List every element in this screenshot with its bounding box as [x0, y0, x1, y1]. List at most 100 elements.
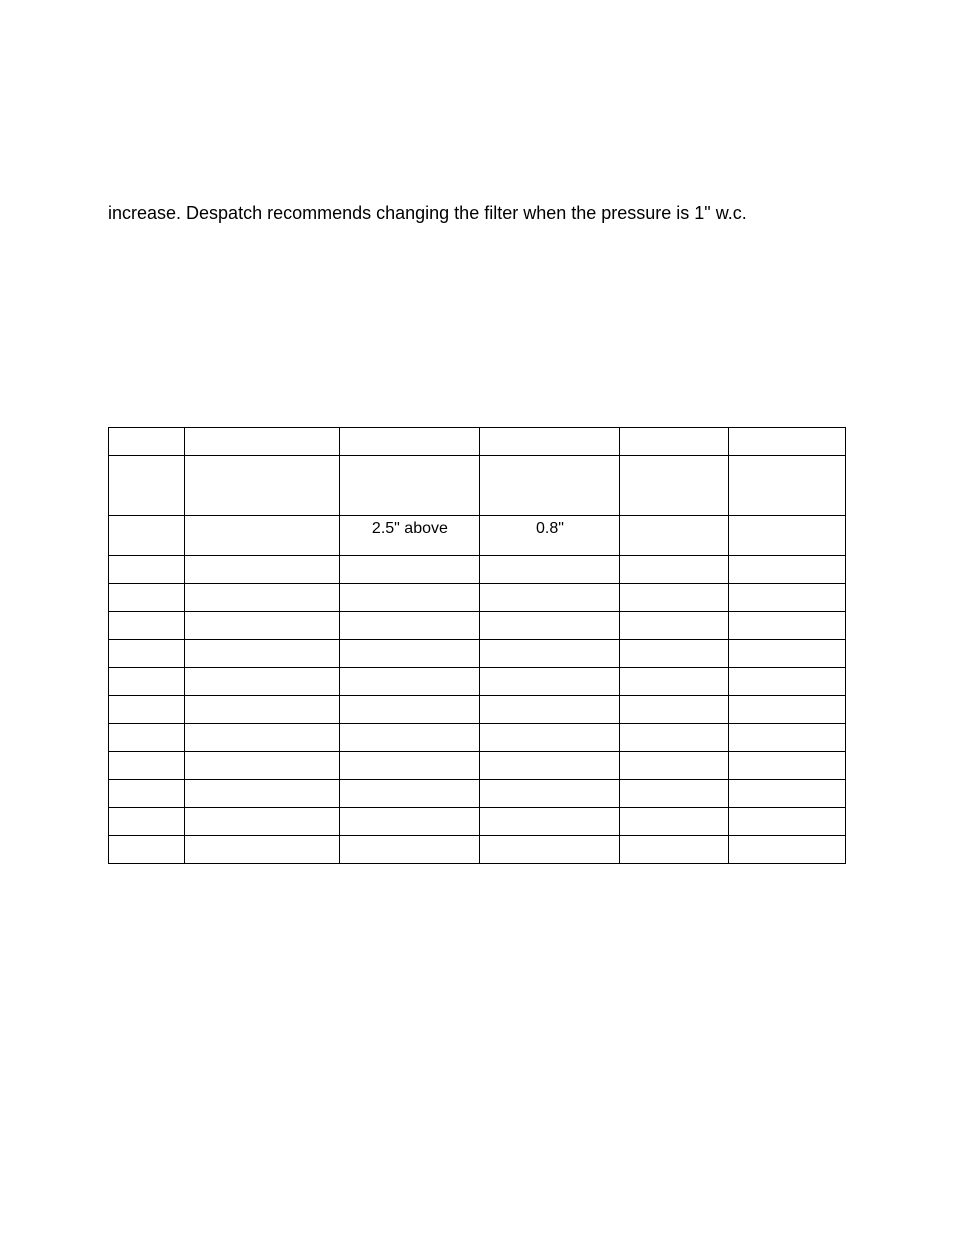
- filter-log-table: 2.5" above 0.8": [108, 427, 846, 864]
- table-cell: [109, 780, 185, 808]
- body-paragraph: increase. Despatch recommends changing t…: [108, 200, 846, 227]
- table-row: [109, 640, 846, 668]
- table-cell: [184, 516, 340, 556]
- table-header-row-2: [109, 456, 846, 516]
- table-row: [109, 836, 846, 864]
- table-row: [109, 668, 846, 696]
- table-header-cell: [109, 428, 185, 456]
- table-header-cell: [184, 428, 340, 456]
- table-cell: [184, 780, 340, 808]
- table-cell: [340, 556, 480, 584]
- table-cell: [620, 584, 728, 612]
- table-cell: [480, 668, 620, 696]
- table-header-cell: [620, 428, 728, 456]
- table-cell: [109, 752, 185, 780]
- table-row: [109, 752, 846, 780]
- table-cell: [620, 556, 728, 584]
- table-cell: [109, 612, 185, 640]
- table-header-cell: [728, 456, 845, 516]
- table-cell: [340, 612, 480, 640]
- table-cell: [340, 696, 480, 724]
- table-cell: [728, 780, 845, 808]
- table-cell: [620, 724, 728, 752]
- table-cell: [620, 612, 728, 640]
- table-header-cell: [480, 456, 620, 516]
- table-cell: [109, 696, 185, 724]
- table-cell: [620, 640, 728, 668]
- table-cell: [728, 516, 845, 556]
- table-cell: [728, 640, 845, 668]
- table-row: [109, 556, 846, 584]
- table-cell: [184, 808, 340, 836]
- table-cell: [184, 556, 340, 584]
- table-cell: [109, 516, 185, 556]
- table-cell: [109, 724, 185, 752]
- table-cell: [109, 668, 185, 696]
- table-cell: [728, 696, 845, 724]
- table-cell: [480, 696, 620, 724]
- page-content: increase. Despatch recommends changing t…: [0, 0, 954, 864]
- table-cell: [184, 836, 340, 864]
- table-cell: [620, 808, 728, 836]
- table-cell: [480, 808, 620, 836]
- table-cell: [184, 612, 340, 640]
- table-row: [109, 780, 846, 808]
- table-cell: [109, 640, 185, 668]
- table-cell: [480, 836, 620, 864]
- table-cell: [340, 724, 480, 752]
- table-cell: [184, 724, 340, 752]
- table-cell: [109, 584, 185, 612]
- table-cell: [728, 752, 845, 780]
- table-header-cell: [340, 456, 480, 516]
- table-cell: [480, 780, 620, 808]
- table-cell: [728, 584, 845, 612]
- table-cell: [184, 668, 340, 696]
- table-cell: [620, 752, 728, 780]
- table-cell: [480, 724, 620, 752]
- table-cell: [728, 556, 845, 584]
- table-cell: [340, 752, 480, 780]
- table-cell: [480, 752, 620, 780]
- table-header-cell: [480, 428, 620, 456]
- table-cell: [728, 724, 845, 752]
- table-cell: [620, 668, 728, 696]
- table-header-cell: [184, 456, 340, 516]
- table-cell: [340, 836, 480, 864]
- table-header-cell: [620, 456, 728, 516]
- table-cell: [728, 612, 845, 640]
- table-cell: 0.8": [480, 516, 620, 556]
- table-row: [109, 584, 846, 612]
- table-sample-row: 2.5" above 0.8": [109, 516, 846, 556]
- table-cell: [620, 696, 728, 724]
- table-cell: [109, 556, 185, 584]
- table-cell: [480, 556, 620, 584]
- table-cell: [480, 640, 620, 668]
- table-cell: [728, 836, 845, 864]
- table-cell: [340, 780, 480, 808]
- table-cell: 2.5" above: [340, 516, 480, 556]
- table-cell: [728, 808, 845, 836]
- table-row: [109, 696, 846, 724]
- table-cell: [109, 836, 185, 864]
- table-row: [109, 808, 846, 836]
- table-cell: [109, 808, 185, 836]
- table-cell: [184, 640, 340, 668]
- table-cell: [340, 668, 480, 696]
- table-cell: [620, 836, 728, 864]
- table-cell: [340, 808, 480, 836]
- table-row: [109, 612, 846, 640]
- table-cell: [480, 584, 620, 612]
- table-cell: [340, 640, 480, 668]
- table-cell: [340, 584, 480, 612]
- table-cell: [184, 584, 340, 612]
- table-cell: [728, 668, 845, 696]
- table-row: [109, 724, 846, 752]
- table-header-cell: [109, 456, 185, 516]
- table-header-cell: [340, 428, 480, 456]
- table-header-row-1: [109, 428, 846, 456]
- table-cell: [480, 612, 620, 640]
- table-cell: [184, 696, 340, 724]
- table-header-cell: [728, 428, 845, 456]
- table-cell: [184, 752, 340, 780]
- table-cell: [620, 780, 728, 808]
